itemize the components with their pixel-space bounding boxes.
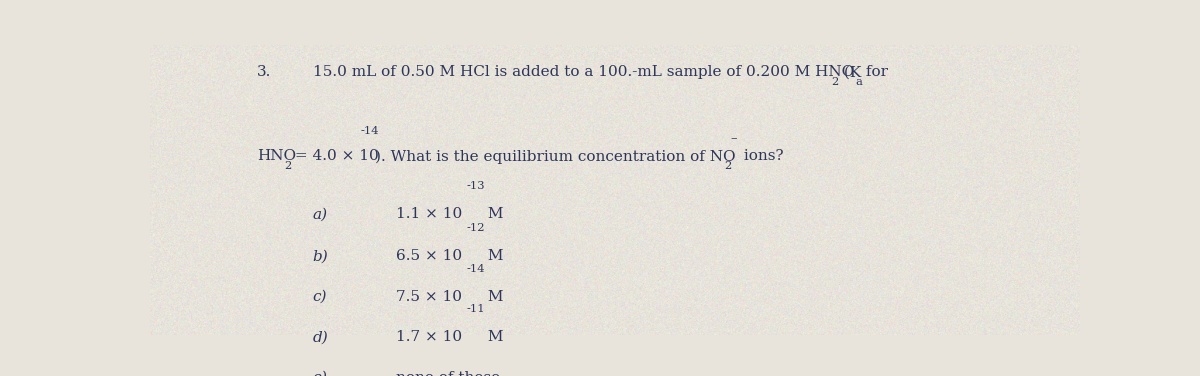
Text: ). What is the equilibrium concentration of NO: ). What is the equilibrium concentration… (376, 149, 736, 164)
Text: 1.1 × 10: 1.1 × 10 (396, 207, 463, 221)
Text: M: M (482, 207, 504, 221)
Text: ions?: ions? (739, 149, 784, 163)
Text: = 4.0 × 10: = 4.0 × 10 (290, 149, 379, 163)
Text: none of these: none of these (396, 371, 500, 376)
Text: a): a) (313, 207, 328, 221)
Text: 1.7 × 10: 1.7 × 10 (396, 330, 462, 344)
Text: a: a (856, 77, 863, 87)
Text: c): c) (313, 290, 328, 304)
Text: 7.5 × 10: 7.5 × 10 (396, 290, 462, 304)
Text: b): b) (313, 249, 329, 263)
Text: -14: -14 (467, 264, 485, 274)
Text: (K: (K (839, 65, 862, 79)
Text: -13: -13 (467, 181, 485, 191)
Text: –: – (731, 132, 737, 145)
Text: M: M (482, 290, 504, 304)
Text: for: for (862, 65, 888, 79)
Text: 3.: 3. (257, 65, 271, 79)
Text: 2: 2 (284, 161, 292, 171)
Text: M: M (482, 330, 504, 344)
Text: -11: -11 (467, 304, 485, 314)
Text: d): d) (313, 330, 329, 344)
Text: 2: 2 (724, 161, 731, 171)
Text: HNO: HNO (257, 149, 296, 163)
Text: 6.5 × 10: 6.5 × 10 (396, 249, 462, 263)
Text: 2: 2 (832, 77, 839, 87)
Text: 15.0 mL of 0.50 M HCl is added to a 100.-mL sample of 0.200 M HNO: 15.0 mL of 0.50 M HCl is added to a 100.… (313, 65, 854, 79)
Text: -12: -12 (467, 223, 485, 233)
Text: e): e) (313, 371, 328, 376)
Text: -14: -14 (360, 126, 379, 136)
Text: M: M (482, 249, 504, 263)
